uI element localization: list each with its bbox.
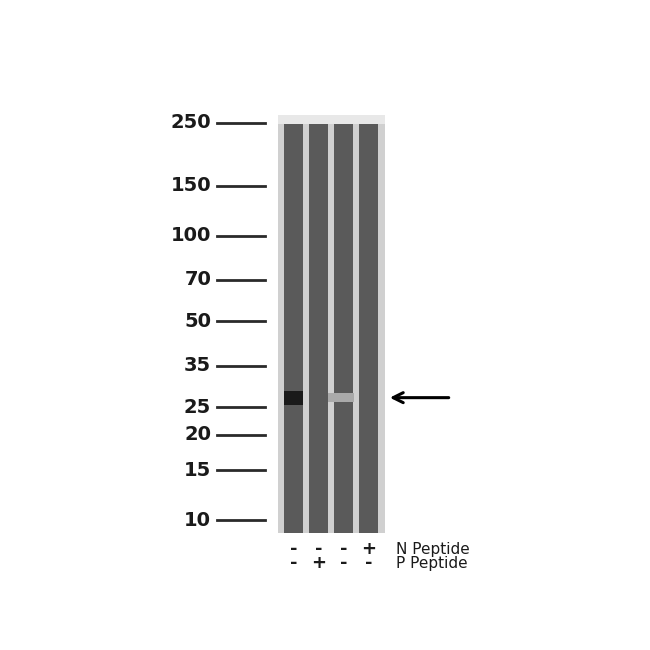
Bar — [278, 115, 284, 534]
Text: +: + — [311, 554, 326, 573]
Text: 10: 10 — [184, 511, 211, 530]
Bar — [378, 115, 385, 534]
Text: 100: 100 — [171, 226, 211, 245]
Text: 150: 150 — [170, 176, 211, 195]
Bar — [359, 115, 378, 124]
Text: 25: 25 — [184, 398, 211, 417]
Text: N Peptide: N Peptide — [396, 542, 470, 557]
Bar — [328, 115, 334, 124]
Bar — [334, 115, 354, 534]
Bar — [328, 115, 334, 534]
Text: 35: 35 — [184, 356, 211, 375]
Text: -: - — [365, 554, 372, 573]
Bar — [328, 393, 354, 402]
Bar — [334, 115, 354, 124]
Text: -: - — [340, 540, 348, 558]
Text: P Peptide: P Peptide — [396, 556, 468, 571]
Bar — [309, 115, 328, 124]
Bar — [303, 115, 309, 534]
Bar — [284, 115, 303, 534]
Text: 50: 50 — [184, 312, 211, 331]
Bar — [309, 115, 328, 534]
Bar — [354, 115, 359, 534]
Text: +: + — [361, 540, 376, 558]
Text: 250: 250 — [170, 113, 211, 132]
Text: 15: 15 — [184, 461, 211, 480]
Text: 70: 70 — [185, 270, 211, 289]
Text: -: - — [315, 540, 322, 558]
Bar — [359, 115, 378, 534]
Bar — [284, 391, 303, 404]
Text: 20: 20 — [184, 425, 211, 444]
Text: -: - — [290, 540, 297, 558]
Bar — [378, 115, 385, 124]
Text: -: - — [290, 554, 297, 573]
Text: -: - — [340, 554, 348, 573]
Bar — [354, 115, 359, 124]
Bar — [278, 115, 284, 124]
Bar — [284, 115, 303, 124]
Bar — [303, 115, 309, 124]
